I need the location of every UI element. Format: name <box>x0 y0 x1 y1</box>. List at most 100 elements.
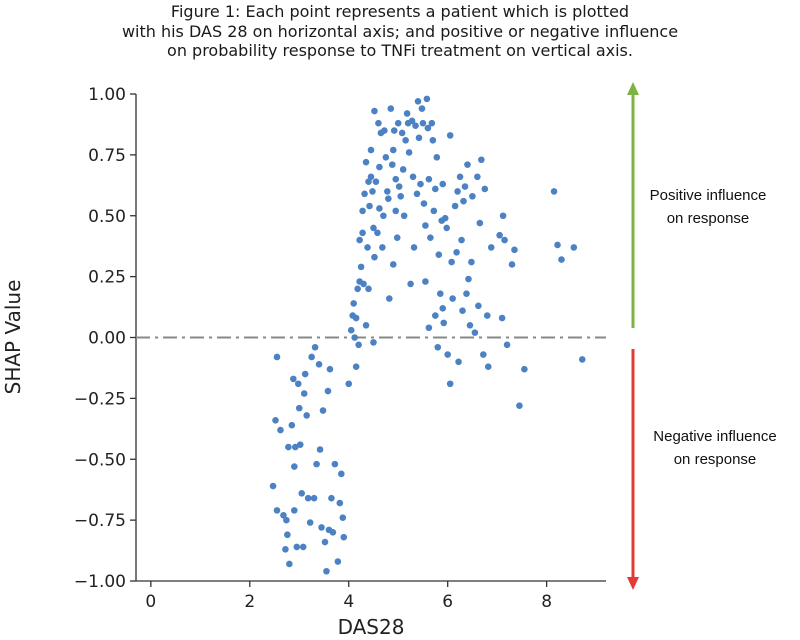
x-tick-label: 0 <box>145 592 156 612</box>
data-point <box>439 180 447 188</box>
data-point <box>310 494 318 502</box>
y-tick-label: −1.00 <box>74 572 126 592</box>
positive-annotation-line-2: on response <box>667 210 750 227</box>
data-point <box>446 132 454 139</box>
data-point <box>578 356 586 363</box>
data-point <box>425 175 433 183</box>
data-point <box>367 173 375 181</box>
data-point <box>422 222 429 229</box>
y-tick-label: 0.50 <box>88 207 126 227</box>
y-tick-label: −0.50 <box>74 450 126 470</box>
data-point <box>392 207 400 215</box>
data-point <box>306 519 314 526</box>
data-point <box>375 119 382 127</box>
data-point <box>469 192 476 200</box>
data-point <box>487 244 495 251</box>
data-point <box>463 290 470 297</box>
data-point <box>436 290 444 297</box>
data-point <box>340 533 348 541</box>
data-point <box>558 256 565 263</box>
data-point <box>300 390 308 397</box>
data-point <box>427 234 434 241</box>
figure-caption: Figure 1: Each point represents a patien… <box>0 2 800 61</box>
data-point <box>434 343 442 351</box>
data-point <box>420 200 428 207</box>
data-point <box>439 304 447 312</box>
y-tick-label: 0.25 <box>88 268 126 288</box>
data-point <box>364 244 371 251</box>
data-point <box>516 402 523 409</box>
data-point <box>389 261 397 268</box>
data-point <box>468 258 475 266</box>
data-point <box>394 119 402 127</box>
data-point <box>483 312 491 319</box>
data-point <box>459 307 466 315</box>
data-point <box>443 224 450 232</box>
data-point <box>372 178 380 185</box>
data-point <box>328 494 335 502</box>
negative-annotation-line-2: on response <box>674 451 757 468</box>
data-point <box>387 105 395 112</box>
x-ticks: 0 2 4 6 8 <box>145 581 552 612</box>
data-point <box>298 490 306 497</box>
data-point <box>399 166 407 173</box>
data-point <box>323 567 330 575</box>
data-point <box>389 146 397 154</box>
data-point <box>359 207 366 215</box>
y-axis-title: SHAP Value <box>1 280 25 395</box>
data-point <box>501 236 508 244</box>
data-point <box>422 278 429 285</box>
data-point <box>326 365 334 373</box>
y-tick-label: 0.75 <box>88 146 126 166</box>
data-point <box>424 124 432 132</box>
data-point <box>294 380 302 388</box>
data-point <box>415 134 423 142</box>
data-point <box>381 127 388 134</box>
data-point <box>430 207 438 215</box>
data-point <box>371 107 378 115</box>
data-point <box>355 341 362 349</box>
data-point <box>291 463 298 470</box>
data-point <box>425 324 433 332</box>
data-point <box>380 212 387 220</box>
data-point <box>362 322 370 329</box>
y-ticks: 1.00 0.75 0.50 0.25 0.00 −0.25 −0.50 −0.75 −1.00 <box>74 85 136 592</box>
data-point <box>478 156 485 164</box>
data-point <box>449 295 456 302</box>
data-point <box>273 507 281 514</box>
data-point <box>397 192 404 200</box>
data-point <box>498 314 506 322</box>
data-point <box>371 253 378 261</box>
data-point <box>466 322 474 329</box>
data-point <box>476 219 484 227</box>
data-point <box>354 285 361 293</box>
data-point <box>409 173 417 181</box>
positive-influence-annotation: Positive influence on response <box>627 82 766 328</box>
data-point <box>388 161 396 168</box>
data-point <box>338 470 345 478</box>
data-point <box>480 351 487 358</box>
data-point <box>382 154 390 161</box>
data-point <box>376 205 383 212</box>
data-point <box>474 173 481 181</box>
data-point <box>374 229 381 237</box>
data-point <box>400 212 408 220</box>
data-point <box>496 231 503 239</box>
data-point <box>550 188 558 195</box>
down-arrow-icon <box>627 577 639 590</box>
data-point <box>284 531 291 539</box>
data-point <box>407 280 414 288</box>
data-point <box>282 546 289 553</box>
data-point <box>324 387 332 395</box>
data-point <box>308 353 315 361</box>
data-point <box>366 202 373 210</box>
data-point <box>303 412 310 419</box>
data-point <box>365 285 372 293</box>
x-tick-label: 4 <box>343 592 354 612</box>
y-tick-label: 0.00 <box>88 329 126 349</box>
y-tick-label: −0.25 <box>74 389 126 409</box>
data-point <box>296 441 304 448</box>
data-point <box>410 244 418 251</box>
data-point <box>458 236 465 244</box>
caption-line-1: Figure 1: Each point represents a patien… <box>170 2 630 21</box>
